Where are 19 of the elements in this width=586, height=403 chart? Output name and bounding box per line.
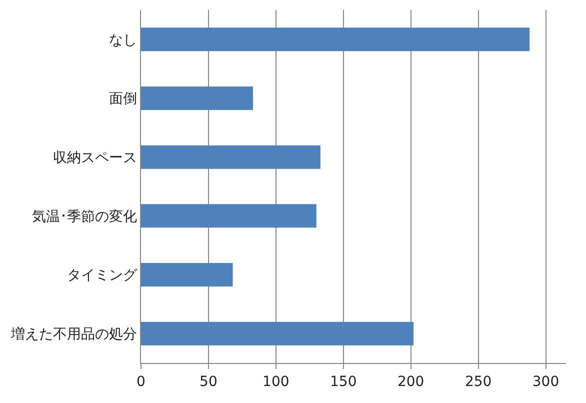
bar (141, 322, 414, 346)
bar (141, 262, 233, 287)
x-tick-label: 250 (464, 374, 492, 390)
bar (141, 86, 253, 110)
x-tick-label: 100 (262, 374, 290, 390)
y-tick-label: 気温･季節の変化 (32, 208, 138, 225)
y-tick-label: なし (109, 32, 138, 48)
x-tick-label: 0 (136, 374, 146, 390)
bar (141, 204, 316, 228)
y-tick-label: 面倒 (109, 91, 138, 108)
y-tick-label: タイミング (67, 268, 138, 284)
bar (141, 145, 320, 169)
x-tick-label: 200 (397, 374, 424, 390)
y-tick-label: 増えた不用品の処分 (10, 325, 138, 342)
x-tick-label: 300 (532, 374, 560, 390)
bar (141, 28, 530, 52)
y-tick-label: 収納スペース (53, 150, 138, 166)
x-tick-label: 50 (200, 374, 218, 390)
x-tick-label: 150 (330, 374, 357, 390)
